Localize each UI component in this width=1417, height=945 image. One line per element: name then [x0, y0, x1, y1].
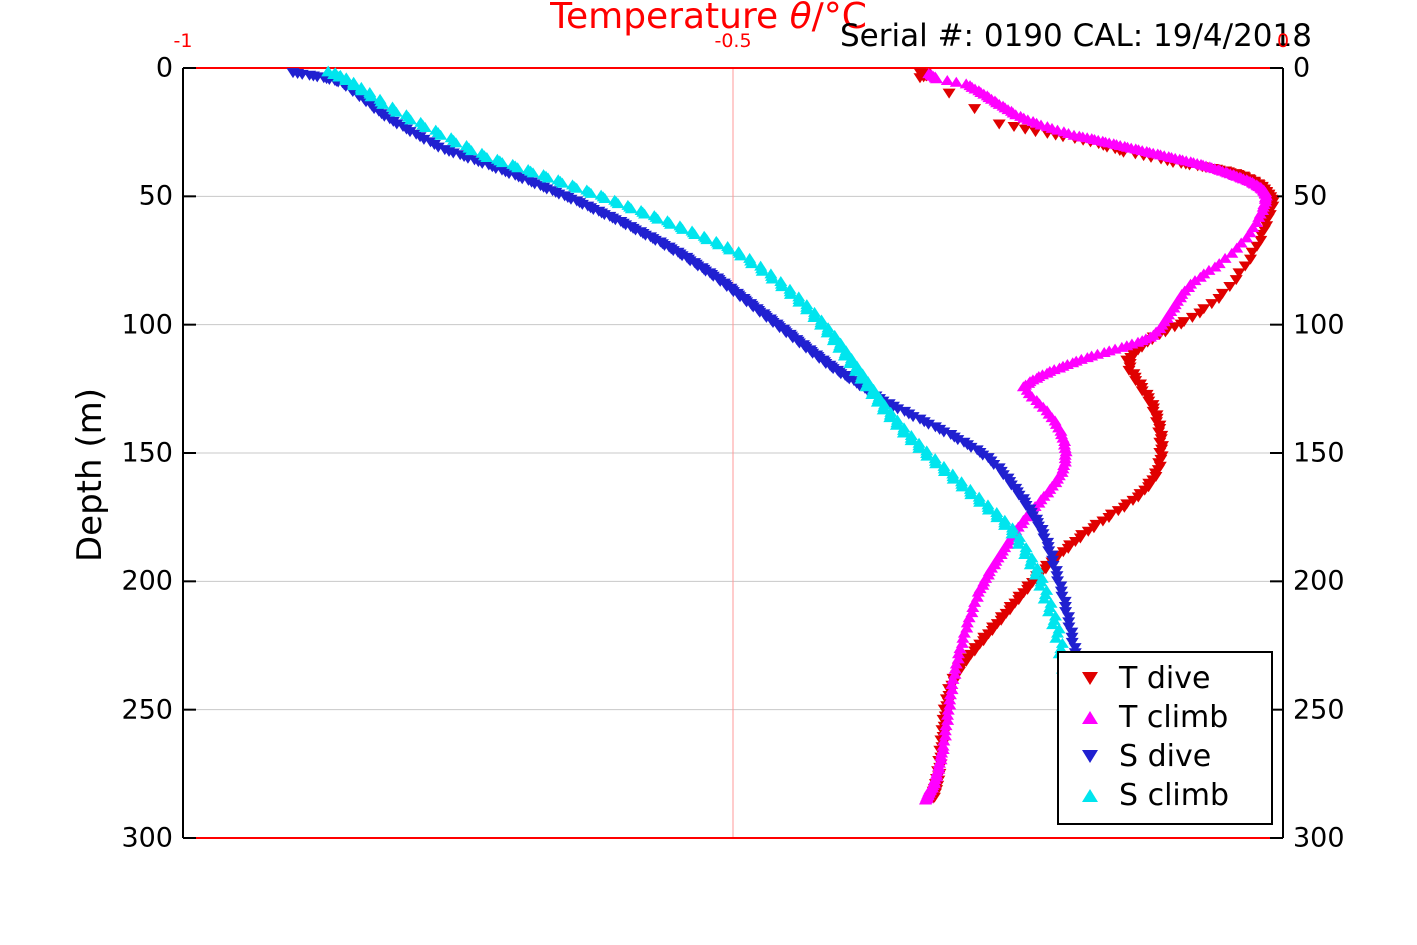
- depth-tick-right-150: 150: [1293, 437, 1345, 469]
- depth-tick-left-0: 0: [155, 52, 173, 84]
- legend-item-s-climb[interactable]: S climb: [1059, 776, 1271, 815]
- depth-tick-right-250: 250: [1293, 694, 1345, 726]
- series-s-dive: [286, 68, 1119, 805]
- depth-tick-right-300: 300: [1293, 822, 1345, 854]
- legend-item-t-climb[interactable]: T climb: [1059, 698, 1271, 737]
- gridlines: [183, 68, 1283, 838]
- depth-tick-left-100: 100: [121, 309, 173, 341]
- serial-annotation: Serial #: 0190 CAL: 19/4/2018: [840, 18, 1312, 54]
- legend-item-s-dive[interactable]: S dive: [1059, 737, 1271, 776]
- depth-tick-left-250: 250: [121, 694, 173, 726]
- legend-marker-triangle-down-icon: [1067, 750, 1113, 763]
- series-s-climb: [321, 65, 1122, 805]
- legend-marker-triangle-up-icon: [1067, 711, 1113, 724]
- top-tick--0.5: -0.5: [714, 30, 752, 52]
- depth-tick-left-50: 50: [138, 180, 173, 212]
- depth-tick-right-0: 0: [1293, 52, 1311, 84]
- chart-title-unit: /°C: [811, 0, 867, 37]
- depth-tick-right-50: 50: [1293, 180, 1328, 212]
- depth-tick-right-100: 100: [1293, 309, 1345, 341]
- chart-title: Temperature θ/°C: [0, 0, 1417, 37]
- top-tick-0: 0: [1276, 30, 1290, 52]
- legend-label: T climb: [1119, 700, 1229, 735]
- legend-marker-triangle-up-icon: [1067, 789, 1113, 802]
- depth-tick-left-150: 150: [121, 437, 173, 469]
- legend-item-t-dive[interactable]: T dive: [1059, 659, 1271, 698]
- series-t-climb: [919, 68, 1273, 805]
- legend: T dive T climb S dive S climb: [1057, 651, 1273, 825]
- plot-frame: [182, 67, 1284, 839]
- triangle-up-icon: [1082, 711, 1098, 724]
- depth-tick-right-200: 200: [1293, 565, 1345, 597]
- triangle-down-icon: [1082, 672, 1098, 685]
- legend-label: T dive: [1119, 661, 1211, 696]
- depth-tick-left-300: 300: [121, 822, 173, 854]
- triangle-down-icon: [1082, 750, 1098, 763]
- legend-marker-triangle-down-icon: [1067, 672, 1113, 685]
- chart-title-main: Temperature: [550, 0, 790, 37]
- depth-tick-left-200: 200: [121, 565, 173, 597]
- legend-label: S dive: [1119, 739, 1212, 774]
- top-tick--1: -1: [173, 30, 193, 52]
- legend-label: S climb: [1119, 778, 1230, 813]
- triangle-up-icon: [1082, 789, 1098, 802]
- chart-title-theta: θ: [789, 0, 812, 37]
